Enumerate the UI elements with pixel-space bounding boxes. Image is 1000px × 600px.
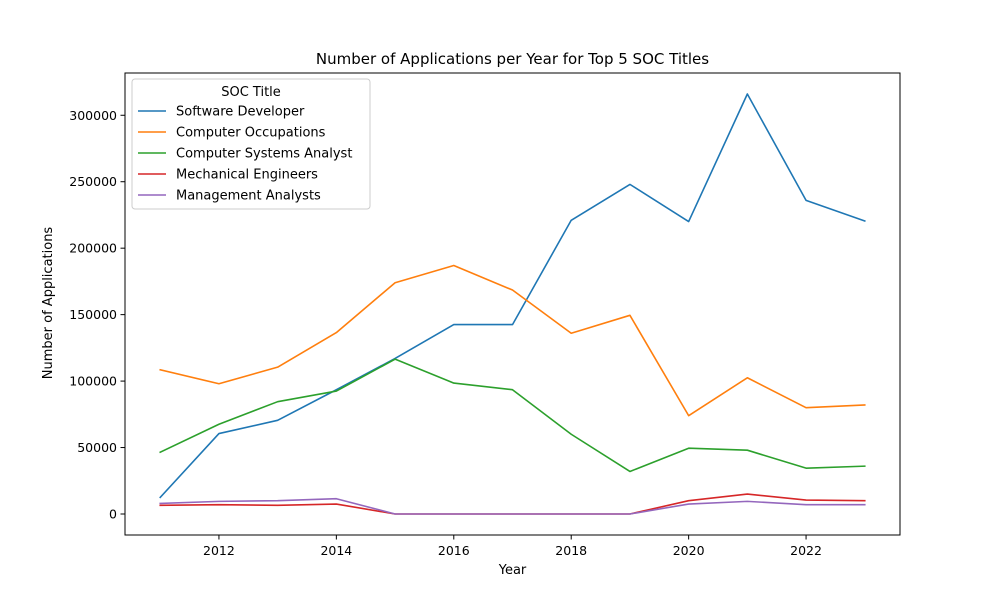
y-tick-label: 50000 — [77, 440, 117, 455]
y-tick-label: 150000 — [69, 307, 117, 322]
series-line-computer-occupations — [159, 264, 866, 417]
x-tick-label: 2014 — [320, 543, 352, 558]
legend-label-computer-occupations: Computer Occupations — [176, 126, 326, 141]
x-tick-label: 2012 — [203, 543, 235, 558]
y-axis-label: Number of Applications — [41, 227, 56, 380]
legend-frame — [131, 78, 371, 210]
y-tick-label: 300000 — [69, 108, 117, 123]
legend-label-computer-systems-analyst: Computer Systems Analyst — [176, 147, 352, 162]
y-tick-label: 200000 — [69, 241, 117, 256]
series-line-software-developer — [159, 93, 866, 499]
legend-label-mechanical-engineers: Mechanical Engineers — [176, 168, 318, 183]
legend-label-software-developer: Software Developer — [176, 105, 305, 120]
x-tick-label: 2020 — [673, 543, 705, 558]
y-tick-label: 100000 — [69, 374, 117, 389]
x-tick-label: 2018 — [555, 543, 587, 558]
series-line-management-analysts — [159, 497, 866, 515]
series-line-computer-systems-analyst — [159, 358, 866, 473]
y-tick-label: 250000 — [69, 174, 117, 189]
x-tick-label: 2016 — [438, 543, 470, 558]
chart-title: Number of Applications per Year for Top … — [316, 50, 709, 68]
plot-frame — [124, 72, 901, 536]
legend: SOC Title Software Developer Computer Occ… — [131, 78, 371, 210]
legend-label-management-analysts: Management Analysts — [176, 189, 321, 204]
legend-title: SOC Title — [221, 85, 281, 100]
x-tick-label: 2022 — [790, 543, 822, 558]
plot-area: 2012 2014 2016 2018 2020 2022 0 50000 100000 1500… — [69, 72, 901, 558]
y-tick-label: 0 — [109, 507, 117, 522]
x-axis-label: Year — [498, 563, 527, 578]
